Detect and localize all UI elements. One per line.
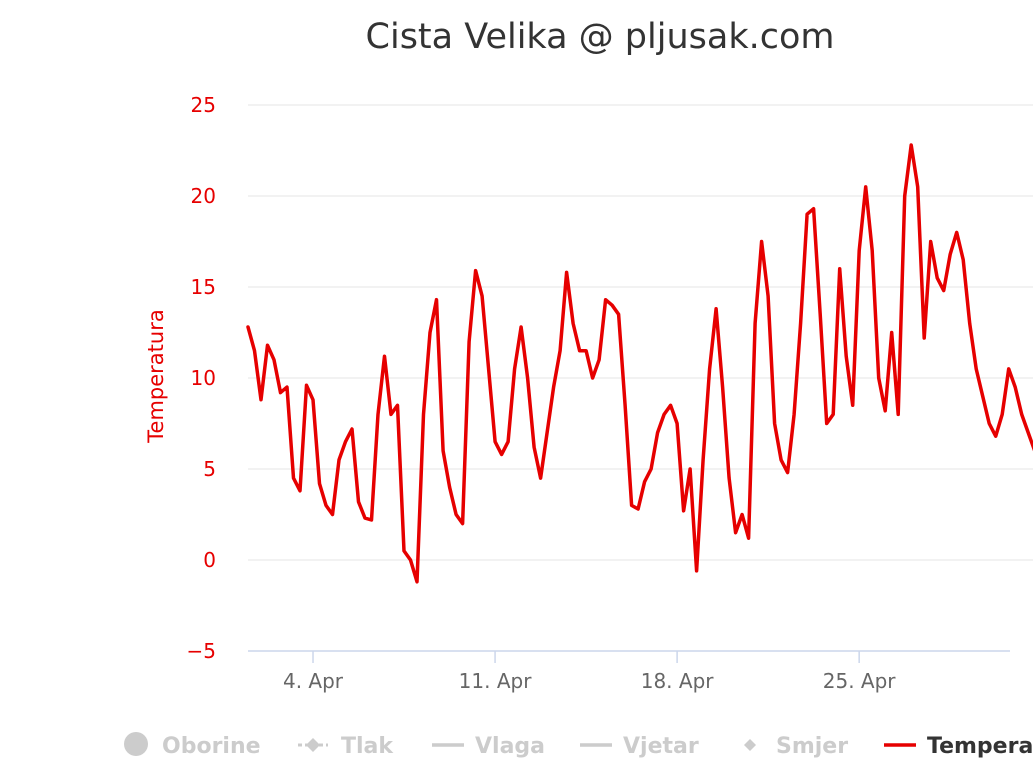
grid-lines <box>248 104 1033 561</box>
x-tick-label: 25. Apr <box>823 669 897 693</box>
y-tick-label: 20 <box>191 184 216 208</box>
y-axis-ticks: −5 0 5 10 15 20 25 <box>187 93 216 663</box>
x-axis-ticks: 4. Apr 11. Apr 18. Apr 25. Apr <box>283 651 896 693</box>
legend-label: Smjer <box>776 734 848 759</box>
legend-symbol-circle <box>124 732 148 756</box>
x-tick-label: 18. Apr <box>641 669 715 693</box>
legend-item-vjetar[interactable]: Vjetar <box>580 734 699 759</box>
legend-item-temperatura[interactable]: Temperatura <box>884 734 1033 759</box>
legend-symbol-diamond <box>306 738 320 752</box>
legend-label: Temperatura <box>927 734 1033 759</box>
legend: Oborine Tlak Vlaga Vjetar Smjer Temperatura <box>124 732 1033 759</box>
y-tick-label: 10 <box>191 366 216 390</box>
legend-item-smjer[interactable]: Smjer <box>744 734 848 759</box>
legend-label: Vlaga <box>475 734 545 759</box>
y-tick-label: 25 <box>191 93 216 117</box>
y-tick-label: 0 <box>203 548 216 572</box>
x-tick-label: 11. Apr <box>459 669 533 693</box>
legend-label: Oborine <box>162 734 261 759</box>
series-line-temperatura[interactable] <box>246 143 1033 584</box>
y-tick-label: 5 <box>203 457 216 481</box>
series-lines <box>246 143 1033 584</box>
legend-item-tlak[interactable]: Tlak <box>298 734 394 759</box>
legend-symbol-diamond <box>744 739 756 751</box>
legend-item-oborine[interactable]: Oborine <box>124 732 261 759</box>
legend-label: Tlak <box>341 734 394 759</box>
x-tick-label: 4. Apr <box>283 669 344 693</box>
y-axis-label: Temperatura <box>144 309 168 443</box>
chart-title: Cista Velika @ pljusak.com <box>366 17 835 57</box>
legend-label: Vjetar <box>623 734 699 759</box>
y-tick-label: 15 <box>191 275 216 299</box>
legend-item-vlaga[interactable]: Vlaga <box>432 734 545 759</box>
y-tick-label: −5 <box>187 639 216 663</box>
